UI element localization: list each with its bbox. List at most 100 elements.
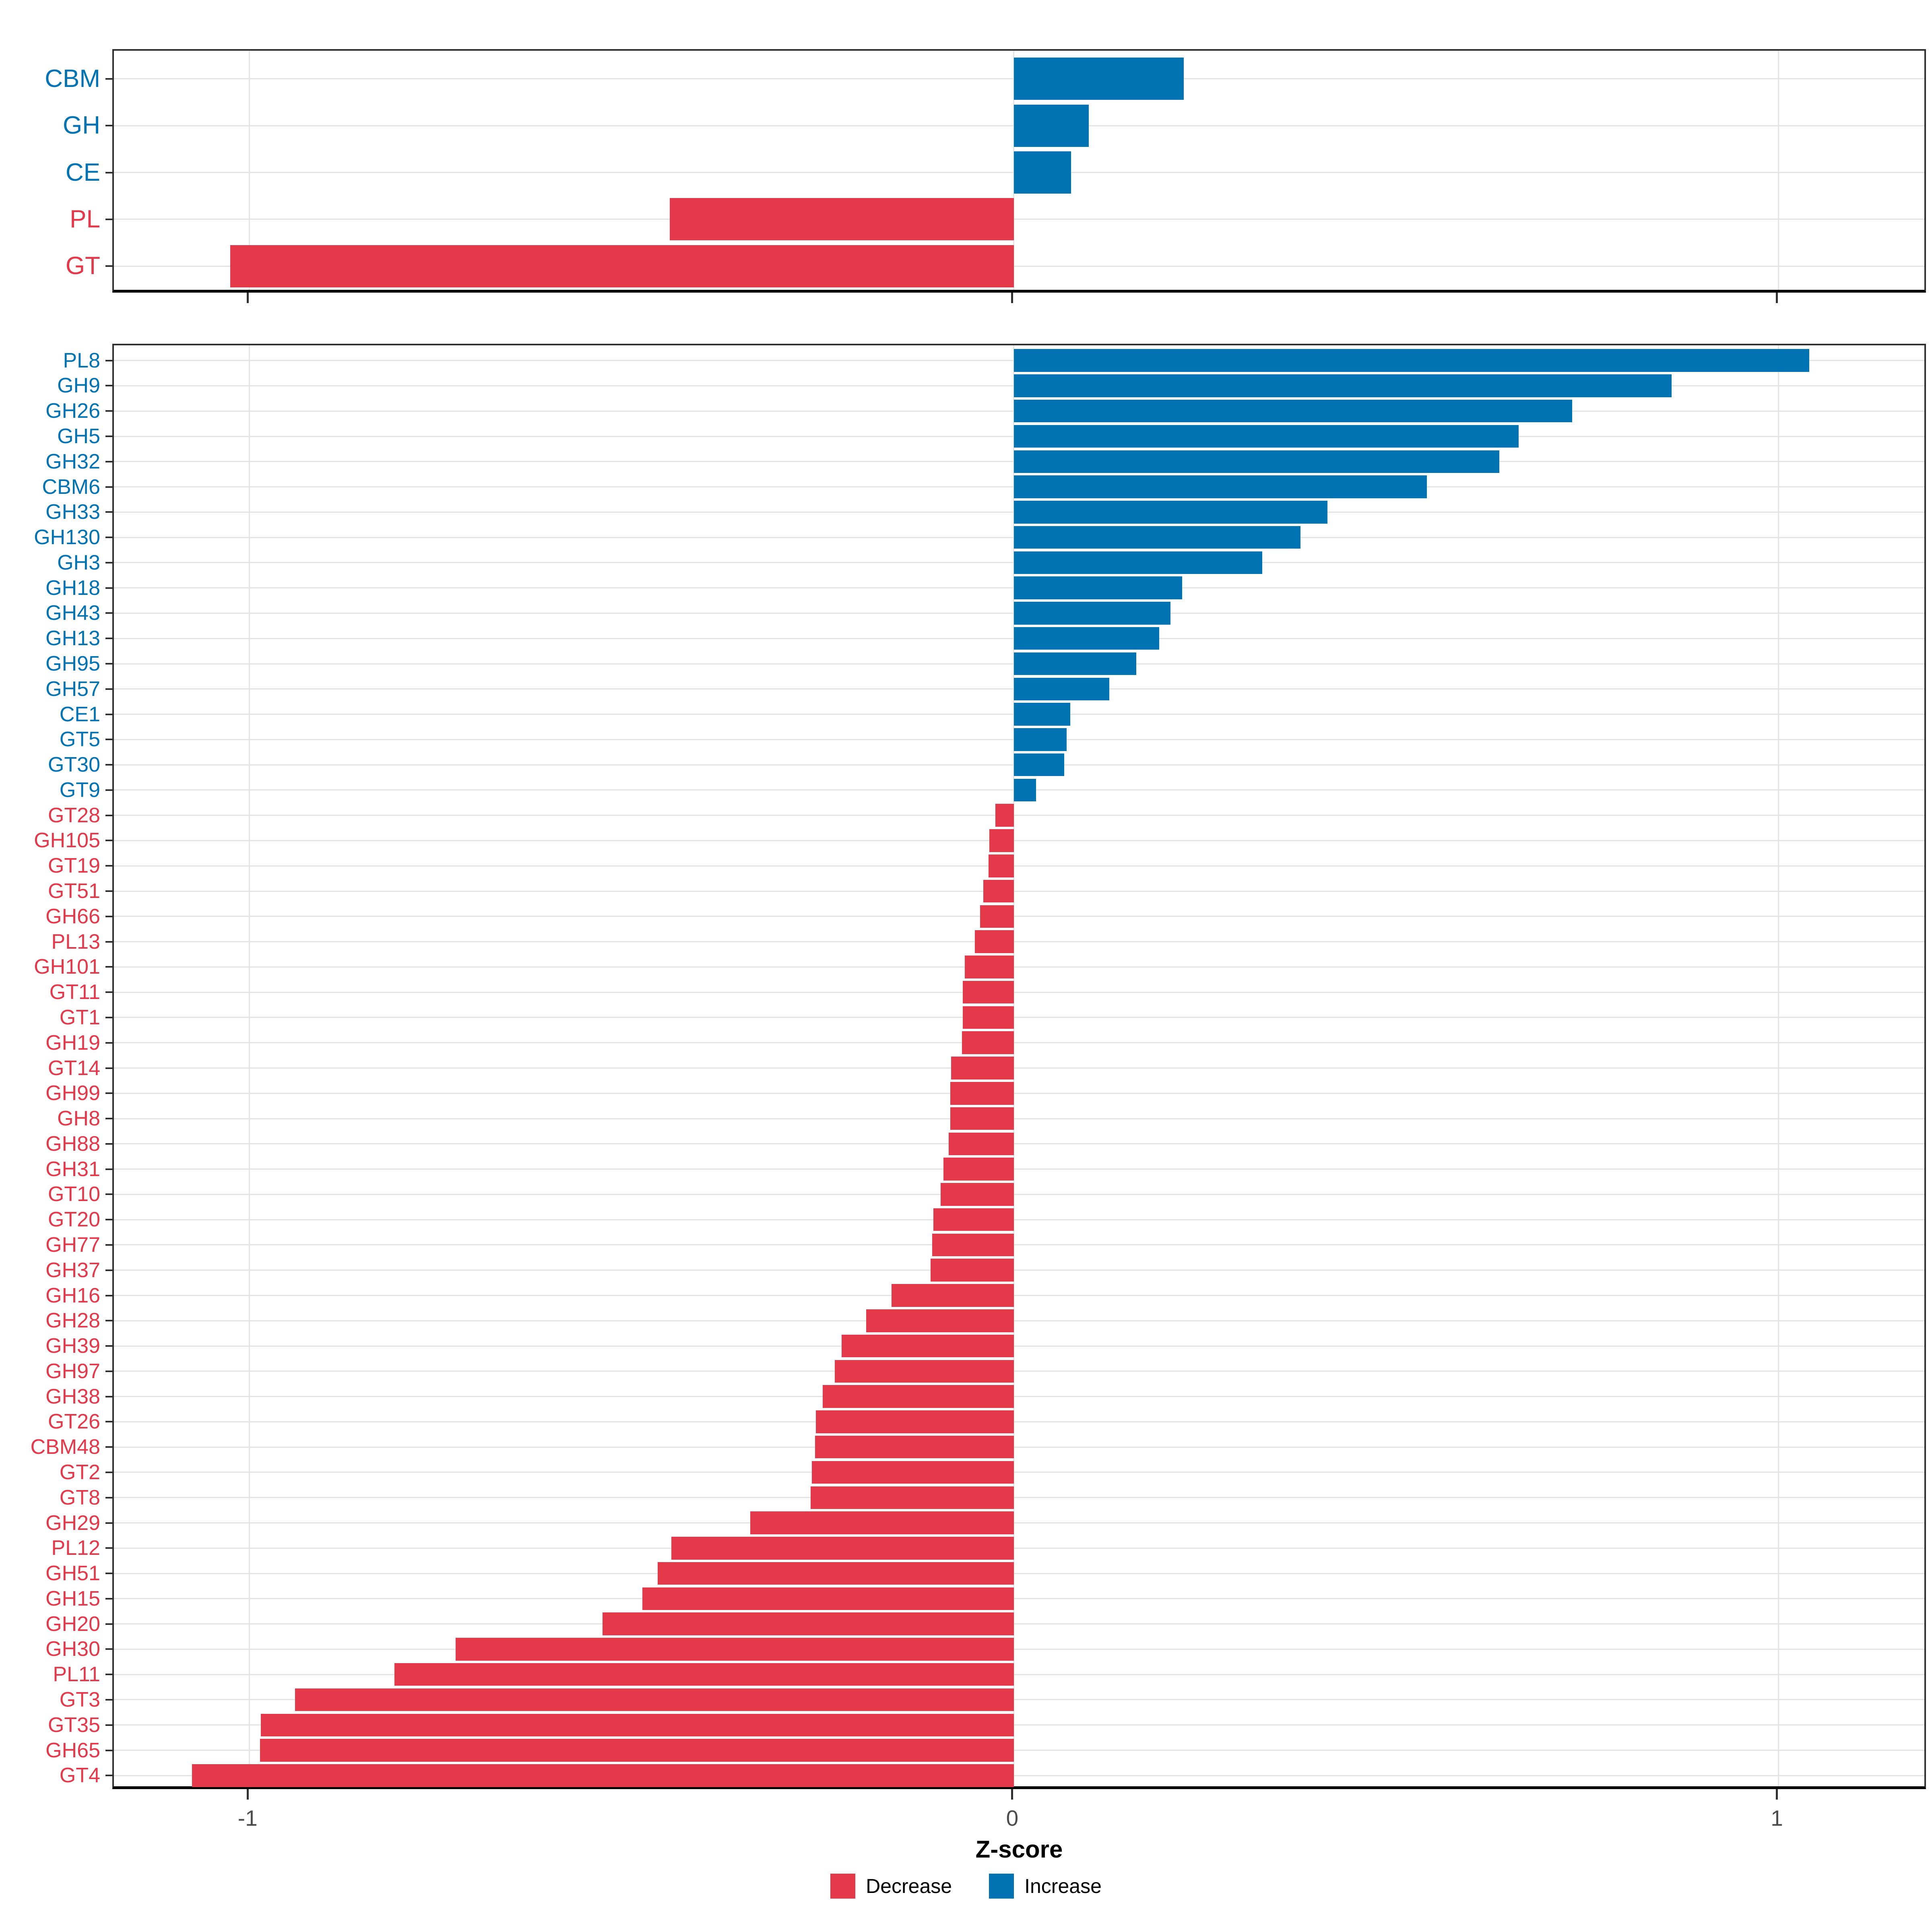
- y-tick: [105, 663, 112, 665]
- x-tick: [246, 1789, 249, 1800]
- category-label-GT3: GT3: [59, 1688, 100, 1711]
- bar-GT20: [933, 1208, 1014, 1231]
- y-tick: [105, 688, 112, 690]
- row-gridline: [114, 1244, 1924, 1246]
- row-gridline: [114, 1118, 1924, 1119]
- x-tick: [1776, 293, 1778, 303]
- bar-GT4: [192, 1764, 1014, 1787]
- bar-GT28: [995, 804, 1014, 827]
- bar-GH29: [750, 1511, 1014, 1534]
- legend-swatch-increase-icon: [989, 1874, 1014, 1899]
- y-tick: [105, 1573, 112, 1575]
- bar-CE1: [1013, 703, 1071, 726]
- category-label-GH57: GH57: [45, 677, 100, 701]
- category-label-CBM6: CBM6: [42, 475, 100, 499]
- row-gridline: [114, 1042, 1924, 1044]
- category-label-GH15: GH15: [45, 1587, 100, 1610]
- bar-GT9: [1013, 778, 1036, 802]
- bar-PL: [670, 198, 1014, 241]
- row-gridline: [114, 1699, 1924, 1701]
- bar-GH9: [1013, 374, 1672, 397]
- row-gridline: [114, 1724, 1924, 1726]
- x-axis-title: Z-score: [975, 1836, 1063, 1863]
- y-tick: [105, 1345, 112, 1347]
- category-label-GH43: GH43: [45, 601, 100, 625]
- y-tick: [105, 1395, 112, 1397]
- bar-GH66: [980, 905, 1014, 928]
- category-label-GH51: GH51: [45, 1562, 100, 1585]
- row-gridline: [114, 941, 1924, 943]
- category-label-GH26: GH26: [45, 399, 100, 423]
- category-label-GH130: GH130: [34, 526, 100, 549]
- bar-CE: [1013, 151, 1071, 194]
- y-tick: [105, 991, 112, 993]
- category-label-GT19: GT19: [47, 854, 100, 878]
- category-label-GH88: GH88: [45, 1132, 100, 1156]
- bar-PL8: [1013, 349, 1809, 372]
- row-gridline: [114, 1219, 1924, 1220]
- row-gridline: [114, 1193, 1924, 1195]
- row-gridline: [114, 1446, 1924, 1448]
- x-gridline: [1778, 345, 1779, 1786]
- category-label-GT8: GT8: [59, 1486, 100, 1509]
- y-tick: [105, 1471, 112, 1473]
- bar-GH26: [1013, 399, 1572, 423]
- category-label-GH95: GH95: [45, 652, 100, 676]
- y-tick: [105, 1092, 112, 1094]
- row-gridline: [114, 890, 1924, 892]
- bar-GH51: [657, 1562, 1014, 1585]
- category-label-GT30: GT30: [47, 753, 100, 777]
- bar-GH105: [989, 829, 1014, 852]
- y-tick: [105, 1269, 112, 1271]
- x-gridline: [248, 345, 250, 1786]
- bar-GT51: [983, 879, 1014, 903]
- x-tick: [1011, 1789, 1013, 1800]
- category-label-GH77: GH77: [45, 1233, 100, 1257]
- category-label-GT26: GT26: [47, 1410, 100, 1434]
- bar-GT30: [1013, 753, 1065, 776]
- bar-GH5: [1013, 425, 1519, 448]
- bar-GT35: [260, 1713, 1014, 1737]
- y-tick: [105, 1648, 112, 1650]
- category-label-GT10: GT10: [47, 1183, 100, 1206]
- y-tick: [105, 1623, 112, 1625]
- bar-GH97: [835, 1360, 1014, 1383]
- category-label-PL8: PL8: [63, 349, 100, 372]
- bar-GT10: [940, 1183, 1014, 1206]
- row-gridline: [114, 1674, 1924, 1675]
- y-tick: [105, 171, 112, 173]
- row-gridline: [114, 1623, 1924, 1625]
- category-label-PL13: PL13: [51, 930, 100, 954]
- x-tick: [246, 293, 249, 303]
- x-tick: [1011, 293, 1013, 303]
- bar-GH20: [602, 1612, 1014, 1635]
- category-label-GT51: GT51: [47, 879, 100, 903]
- y-tick: [105, 1496, 112, 1499]
- bar-GH8: [950, 1107, 1014, 1130]
- row-gridline: [114, 1143, 1924, 1145]
- y-tick: [105, 739, 112, 741]
- category-label-GH8: GH8: [57, 1107, 100, 1131]
- y-tick: [105, 78, 112, 80]
- category-label-CBM: CBM: [45, 64, 100, 93]
- category-label-GH29: GH29: [45, 1511, 100, 1535]
- bar-GH101: [965, 956, 1014, 978]
- legend-swatch-decrease-icon: [830, 1874, 856, 1899]
- bar-PL11: [394, 1663, 1014, 1686]
- y-tick: [105, 511, 112, 513]
- category-label-GH101: GH101: [34, 955, 100, 979]
- bar-GH30: [456, 1638, 1014, 1661]
- row-gridline: [114, 1421, 1924, 1422]
- legend-label-increase: Increase: [1024, 1875, 1102, 1897]
- bar-GH15: [642, 1587, 1014, 1610]
- row-gridline: [114, 1573, 1924, 1574]
- y-tick: [105, 460, 112, 462]
- category-label-GH16: GH16: [45, 1284, 100, 1307]
- y-tick: [105, 1370, 112, 1372]
- row-gridline: [114, 1067, 1924, 1069]
- category-label-PL12: PL12: [51, 1536, 100, 1560]
- y-tick: [105, 1118, 112, 1120]
- y-tick: [105, 890, 112, 892]
- x-gridline: [248, 51, 250, 290]
